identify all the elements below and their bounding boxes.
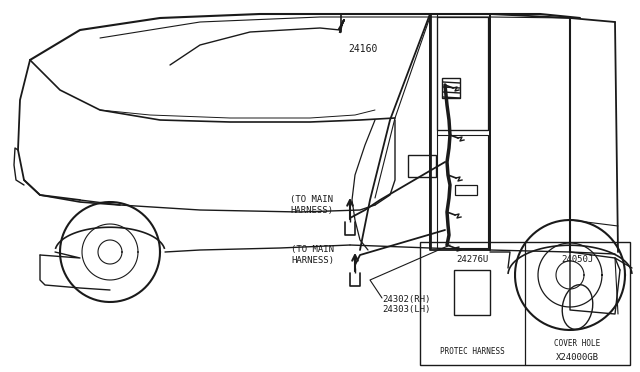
Text: PROTEC HARNESS: PROTEC HARNESS [440, 346, 505, 356]
Text: 24160: 24160 [348, 44, 378, 54]
Text: 24303(LH): 24303(LH) [382, 305, 430, 314]
Bar [455, 185, 477, 195]
Text: 24302(RH): 24302(RH) [382, 295, 430, 304]
Bar [408, 155, 436, 177]
Text: (TO MAIN
HARNESS): (TO MAIN HARNESS) [291, 195, 333, 215]
Bar [420, 242, 630, 365]
Text: COVER HOLE: COVER HOLE [554, 339, 600, 347]
Text: 24050J: 24050J [561, 256, 594, 264]
Text: (TO MAIN
HARNESS): (TO MAIN HARNESS) [291, 245, 335, 265]
Text: X24000GB: X24000GB [556, 353, 599, 362]
Bar [454, 270, 490, 315]
Bar [442, 78, 460, 98]
Text: 24276U: 24276U [456, 256, 488, 264]
